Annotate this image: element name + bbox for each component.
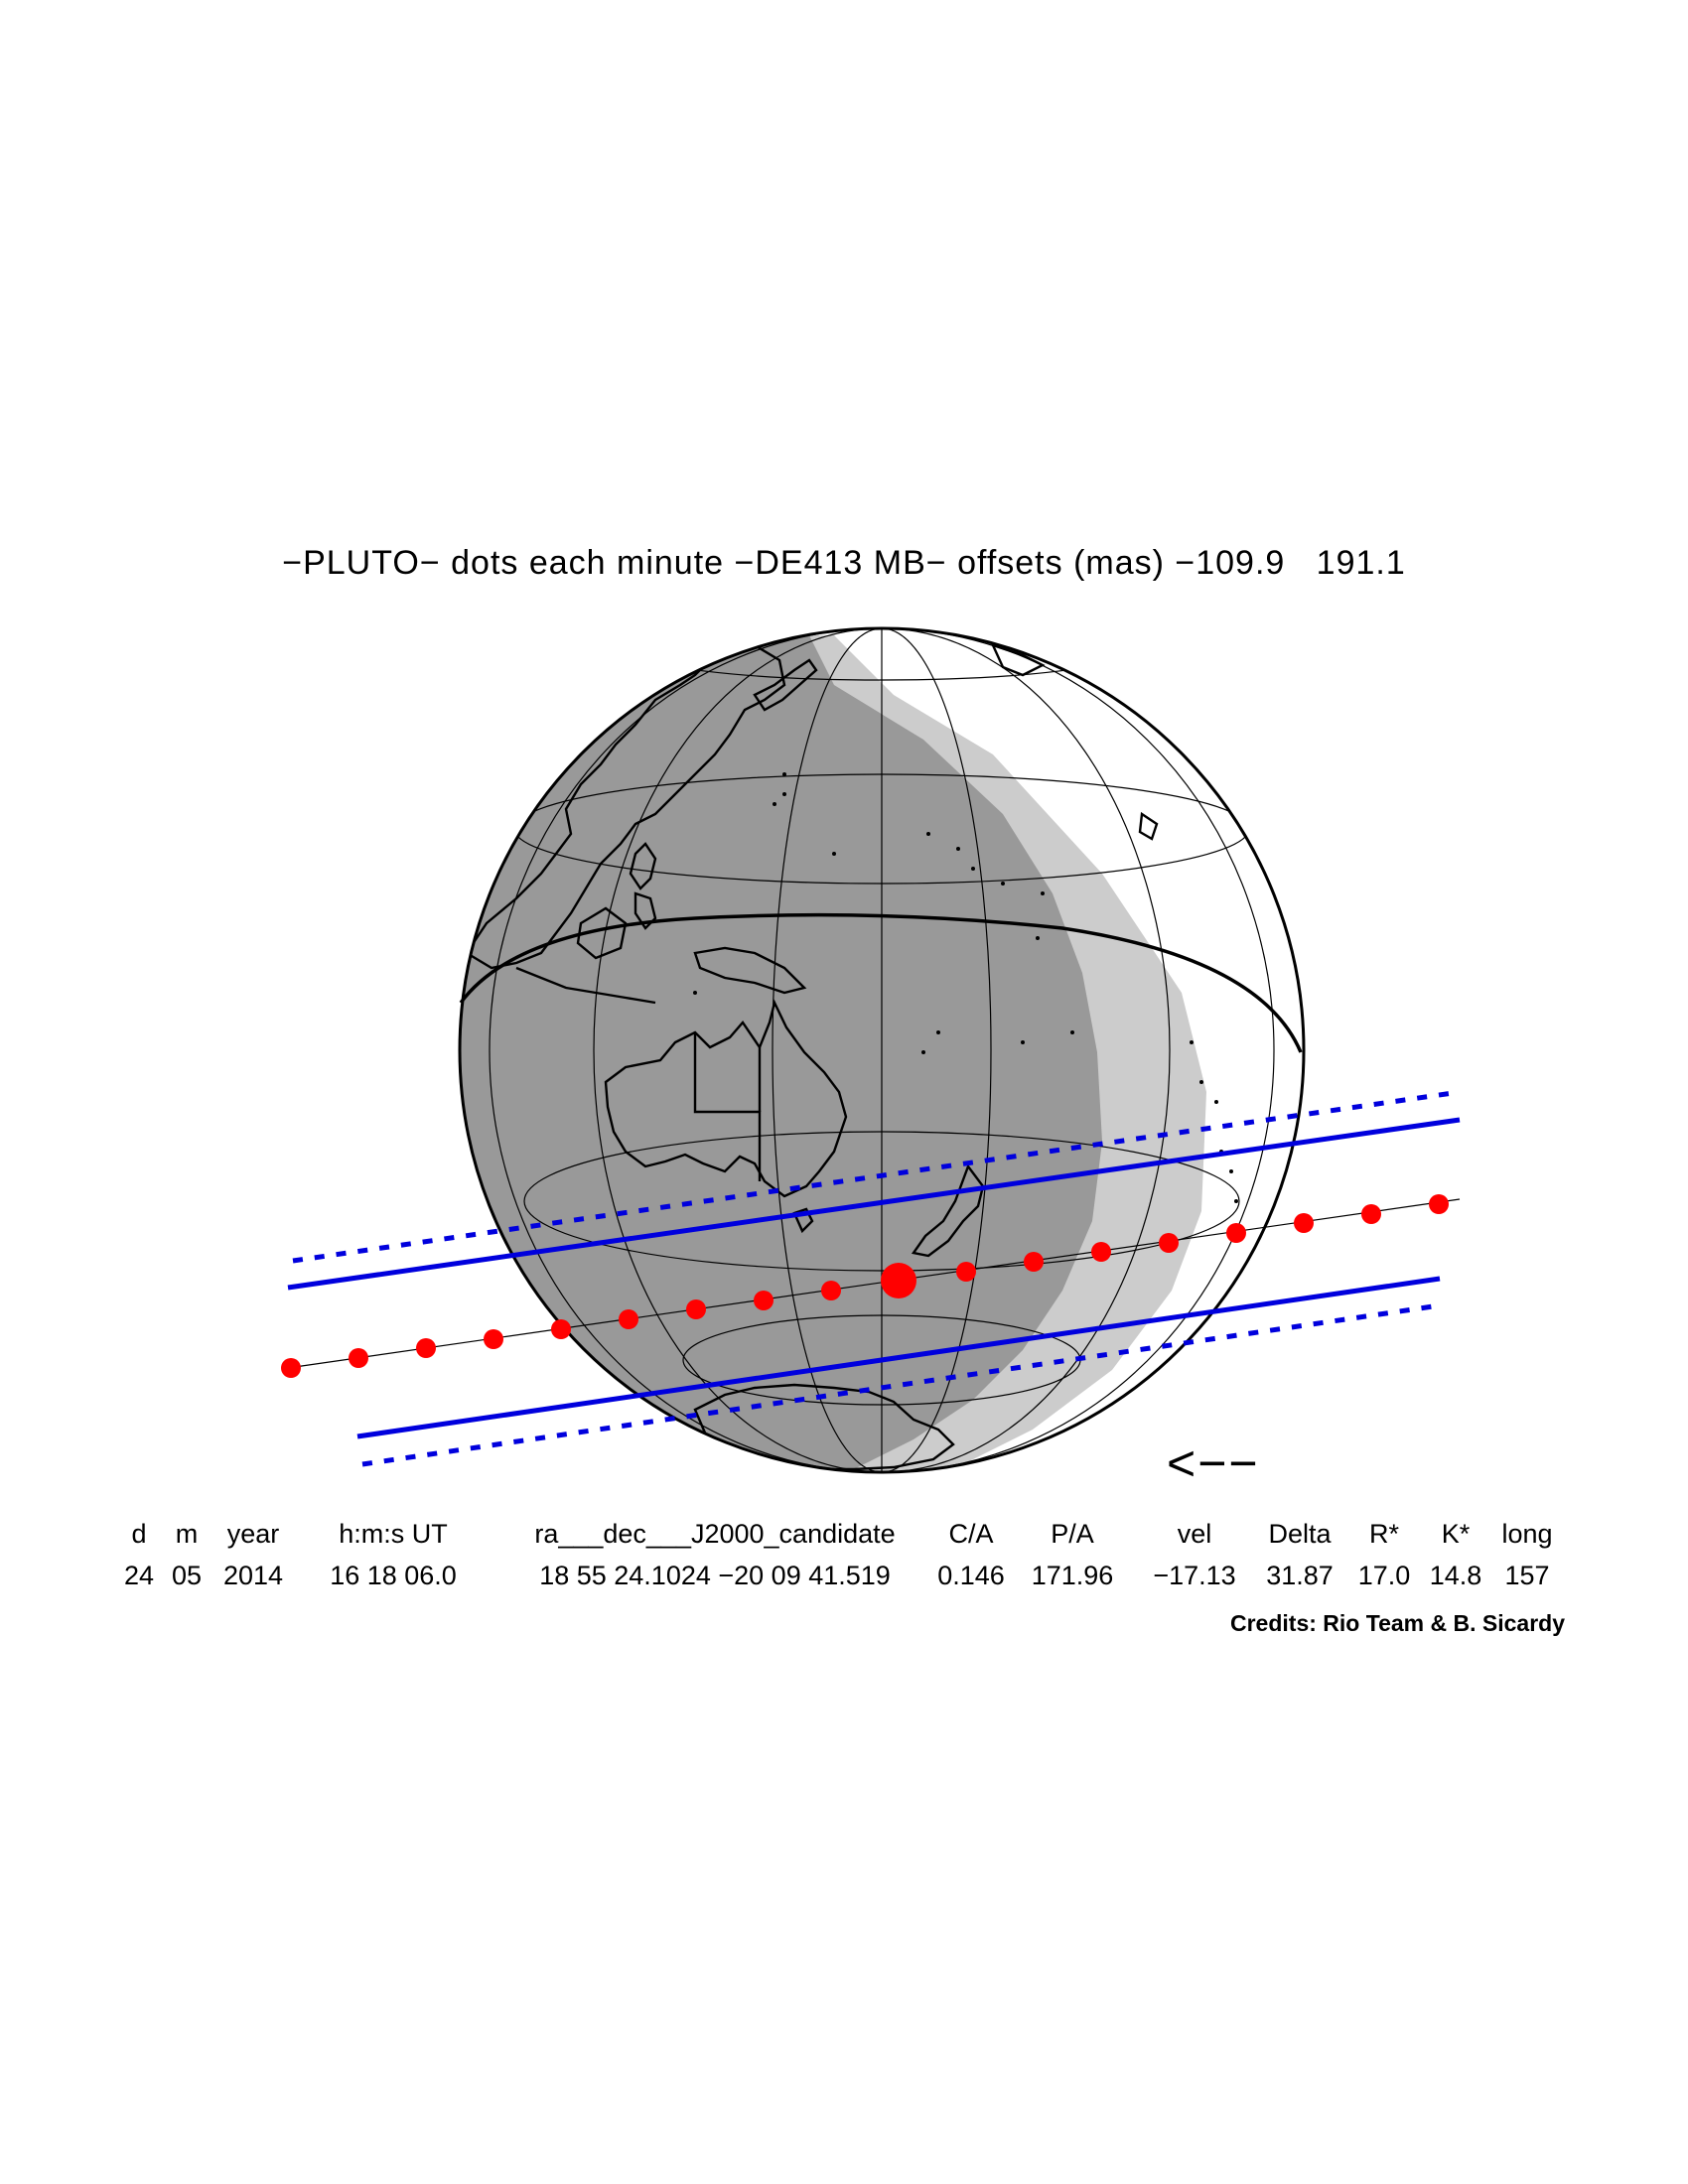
minute-dot: [821, 1281, 841, 1300]
new-zealand-coastline: [911, 1163, 985, 1258]
header-pa: P/A: [1051, 1519, 1094, 1549]
value-time: 16 18 06.0: [330, 1561, 457, 1590]
value-delta: 31.87: [1266, 1561, 1334, 1590]
minute-dot: [754, 1291, 774, 1310]
new-guinea-coastline: [693, 946, 807, 995]
minute-dot: [1024, 1252, 1044, 1272]
central-path-line: [287, 1198, 1461, 1369]
value-long: 157: [1504, 1561, 1550, 1590]
minute-dot: [1226, 1223, 1246, 1243]
minute-dot: [1159, 1233, 1179, 1253]
minute-dot: [686, 1299, 706, 1319]
minute-dot: [1294, 1213, 1314, 1233]
globe-outline: [458, 626, 1306, 1474]
sumatra-java-coastline: [515, 966, 656, 1005]
minute-dot: [551, 1319, 571, 1339]
minute-dot: [1361, 1204, 1381, 1224]
header-time: h:m:s UT: [339, 1519, 448, 1549]
australia-coastline: [604, 999, 848, 1198]
central-time-dot: [881, 1263, 916, 1298]
philippines-coastline: [629, 842, 657, 890]
header-delta: Delta: [1268, 1519, 1332, 1549]
coastlines: [465, 642, 1159, 1471]
value-ca: 0.146: [937, 1561, 1005, 1590]
credits-text: Credits: Rio Team & B. Sicardy: [1230, 1610, 1565, 1636]
borneo-coastline: [576, 906, 628, 960]
header-ca: C/A: [948, 1519, 994, 1549]
minute-dot: [281, 1358, 301, 1378]
value-year: 2014: [222, 1561, 284, 1590]
japan-coastline: [753, 658, 818, 712]
minute-dot: [349, 1348, 368, 1368]
night-zone: [460, 635, 1102, 1472]
minute-dot: [619, 1309, 638, 1329]
value-m: 05: [171, 1561, 203, 1590]
minute-dot: [956, 1262, 976, 1282]
header-coords: ra___dec___J2000_candidate: [534, 1519, 896, 1549]
tasmania-coastline: [792, 1207, 814, 1234]
shadow-limits: [287, 1089, 1461, 1467]
header-year: year: [226, 1519, 280, 1549]
equator-line: [459, 912, 1303, 1053]
value-rstar: 17.0: [1357, 1561, 1411, 1590]
header-m: m: [175, 1519, 199, 1549]
minute-dot: [416, 1338, 436, 1358]
minute-dots: [281, 1194, 1449, 1378]
minute-dot: [484, 1329, 503, 1349]
header-kstar: K*: [1441, 1519, 1471, 1549]
minute-dot: [1429, 1194, 1449, 1214]
value-coords: 18 55 24.1024 −20 09 41.519: [539, 1561, 891, 1590]
chart-title: −PLUTO− dots each minute −DE413 MB− offs…: [282, 544, 1406, 582]
southern-limit-line: [356, 1276, 1441, 1439]
header-d: d: [131, 1519, 147, 1549]
value-d: 24: [123, 1561, 155, 1590]
header-rstar: R*: [1368, 1519, 1400, 1549]
direction-arrow: <−−: [1167, 1435, 1260, 1491]
minute-dot: [1091, 1242, 1111, 1262]
value-kstar: 14.8: [1429, 1561, 1482, 1590]
north-america-coastline: [990, 642, 1046, 677]
northern-limit-line: [287, 1117, 1461, 1291]
header-vel: vel: [1177, 1519, 1212, 1549]
header-long: long: [1501, 1519, 1553, 1549]
asia-coastline: [465, 643, 786, 970]
value-pa: 171.96: [1031, 1561, 1114, 1590]
southern-limit-dotted: [361, 1302, 1441, 1467]
value-vel: −17.13: [1153, 1561, 1236, 1590]
